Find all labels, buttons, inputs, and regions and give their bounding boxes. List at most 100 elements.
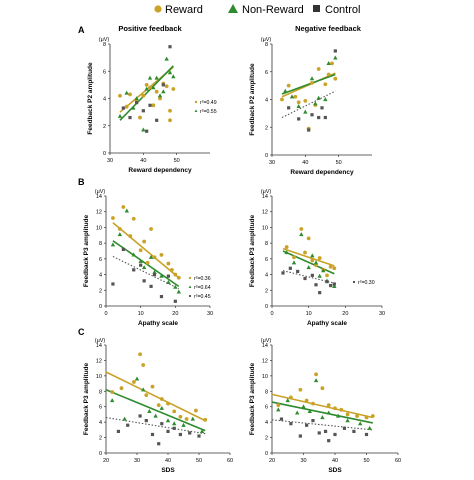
- y-axis-label: Feedback P2 amplitude: [249, 63, 256, 136]
- y-unit-label: (μV): [95, 338, 106, 344]
- point-control: [178, 432, 182, 437]
- y-axis-label: Feedback P3 amplitude: [83, 214, 90, 287]
- annotation-marker: [188, 285, 192, 288]
- y-tick-label: 10: [262, 225, 268, 231]
- point-reward: [131, 216, 136, 221]
- y-tick-label: 12: [262, 358, 268, 364]
- y-tick-label: 4: [103, 97, 106, 103]
- point-nonreward: [313, 101, 318, 106]
- y-unit-label: (μV): [99, 37, 110, 43]
- point-nonreward: [173, 284, 178, 289]
- point-control: [281, 271, 285, 275]
- point-control: [160, 422, 164, 426]
- point-control: [121, 247, 125, 252]
- point-nonreward: [164, 56, 169, 61]
- point-control: [121, 106, 125, 110]
- point-reward: [345, 412, 350, 417]
- point-reward: [159, 397, 164, 401]
- point-reward: [156, 403, 161, 408]
- point-nonreward: [176, 289, 181, 294]
- point-control: [332, 282, 336, 286]
- point-control: [142, 279, 146, 283]
- x-tick-label: 50: [336, 160, 342, 166]
- point-control: [152, 272, 157, 277]
- point-nonreward: [159, 405, 164, 410]
- fit-line-reward: [271, 393, 373, 419]
- point-reward: [276, 403, 281, 408]
- point-reward: [333, 76, 338, 81]
- fit-line-control: [281, 90, 336, 119]
- point-reward: [118, 93, 122, 98]
- fit-line-reward: [105, 371, 206, 422]
- x-tick-label: 20: [269, 458, 275, 464]
- point-reward: [289, 395, 293, 400]
- point-control: [141, 109, 145, 113]
- point-nonreward: [151, 85, 156, 90]
- point-nonreward: [306, 265, 311, 270]
- point-reward: [333, 406, 337, 411]
- point-reward: [138, 115, 142, 120]
- point-reward: [138, 248, 143, 253]
- y-tick-label: 0: [265, 304, 268, 310]
- point-nonreward: [144, 86, 149, 91]
- point-reward: [284, 245, 289, 249]
- point-reward: [119, 386, 124, 391]
- point-nonreward: [276, 407, 281, 412]
- panel-letter: B: [78, 177, 85, 187]
- point-control: [323, 115, 327, 120]
- point-reward: [154, 89, 159, 94]
- point-nonreward: [147, 75, 153, 80]
- y-tick-label: 14: [96, 343, 102, 349]
- point-reward: [172, 409, 177, 414]
- x-tick-label: 30: [207, 311, 213, 317]
- y-unit-label: (μV): [261, 189, 272, 195]
- point-reward: [280, 97, 284, 102]
- point-control: [364, 432, 369, 437]
- point-nonreward: [131, 252, 136, 257]
- y-tick-label: 8: [99, 389, 102, 395]
- point-nonreward: [141, 127, 146, 132]
- point-control: [314, 283, 318, 287]
- point-reward: [310, 258, 315, 263]
- point-nonreward: [313, 260, 319, 265]
- y-tick-label: 6: [99, 405, 102, 411]
- point-reward: [364, 415, 369, 420]
- point-control: [148, 103, 152, 107]
- point-nonreward: [289, 94, 295, 99]
- y-tick-label: 6: [103, 69, 106, 75]
- point-reward: [292, 255, 296, 260]
- point-nonreward: [333, 55, 338, 60]
- point-control: [132, 268, 136, 272]
- point-nonreward: [147, 408, 152, 413]
- point-control: [323, 429, 328, 433]
- point-control: [310, 113, 314, 117]
- point-reward: [166, 261, 171, 266]
- y-tick-label: 4: [265, 98, 268, 104]
- x-tick-label: 40: [140, 158, 146, 164]
- fit-line-nonreward: [271, 401, 373, 424]
- x-tick-label: 60: [227, 458, 233, 464]
- y-tick-label: 4: [265, 273, 268, 279]
- point-reward: [117, 227, 122, 231]
- point-control: [307, 128, 311, 132]
- point-reward: [184, 417, 189, 421]
- point-reward: [124, 104, 129, 109]
- legend-control-marker: [313, 5, 320, 12]
- point-control: [126, 423, 130, 427]
- point-nonreward: [110, 242, 116, 247]
- point-nonreward: [301, 404, 306, 409]
- point-control: [333, 432, 337, 437]
- annotation-marker: [189, 295, 191, 297]
- point-nonreward: [296, 104, 301, 109]
- point-control: [135, 100, 139, 105]
- y-tick-label: 2: [99, 436, 102, 442]
- y-tick-label: 0: [265, 153, 268, 159]
- x-axis-label: SDS: [161, 467, 175, 474]
- r-squared-annotation: r²=0.36: [194, 276, 211, 282]
- legend: Reward Non-Reward Control: [154, 4, 360, 16]
- point-control: [166, 274, 170, 278]
- point-control: [168, 45, 172, 49]
- x-tick-label: 0: [104, 311, 107, 317]
- point-reward: [171, 87, 176, 91]
